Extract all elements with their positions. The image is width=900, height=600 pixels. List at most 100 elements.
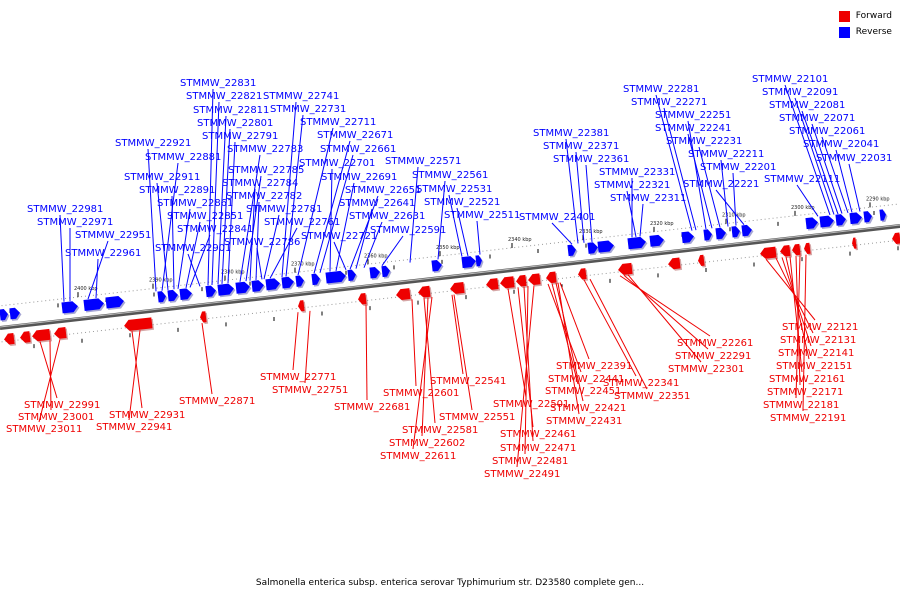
- gene-label: STMMW_22981: [27, 204, 103, 215]
- gene-label: STMMW_22161: [769, 374, 845, 385]
- label-leader-line: [451, 294, 464, 375]
- gene-label: STMMW_22821: [186, 91, 262, 102]
- reverse-gene-arrow: [587, 242, 598, 254]
- label-leader-line: [161, 162, 179, 291]
- label-leader-line: [551, 283, 579, 385]
- label-leader-line: [349, 195, 379, 270]
- scale-tick-label: 2360 kbp: [364, 253, 388, 259]
- scale-tick-label: 2350 kbp: [436, 245, 460, 251]
- map-caption: Salmonella enterica subsp. enterica sero…: [255, 578, 645, 588]
- label-leader-line: [655, 94, 693, 231]
- reverse-gene-arrow: [627, 236, 646, 250]
- gene-label: STMMW_22701: [299, 158, 375, 169]
- forward-gene-arrow: [32, 328, 51, 342]
- gene-label: STMMW_22841: [177, 224, 253, 235]
- gene-label: STMMW_22961: [65, 248, 141, 259]
- label-leader-line: [835, 149, 853, 213]
- gene-label: STMMW_22911: [124, 172, 200, 183]
- gene-label: STMMW_22251: [655, 110, 731, 121]
- label-leader-line: [626, 190, 637, 238]
- gene-label: STMMW_22801: [197, 118, 273, 129]
- legend-item-forward: Forward: [838, 8, 892, 24]
- backbone-layer: [0, 203, 900, 343]
- label-leader-line: [476, 220, 481, 255]
- label-leader-line: [412, 296, 433, 450]
- forward-gene-arrow: [516, 274, 527, 287]
- reverse-gene-arrow: [741, 224, 752, 237]
- forward-gene-arrow: [418, 285, 431, 298]
- reverse-gene-arrow: [9, 307, 20, 320]
- label-leader-line: [423, 297, 436, 424]
- label-leader-line: [796, 184, 819, 217]
- gene-label: STMMW_22871: [179, 396, 255, 407]
- label-leader-line: [507, 288, 527, 398]
- label-leader-line: [239, 154, 261, 282]
- forward-gene-arrow: [20, 331, 31, 343]
- gene-label: STMMW_22721: [301, 231, 377, 242]
- gene-label: STMMW_22791: [202, 131, 278, 142]
- forward-gene-arrow: [618, 262, 633, 275]
- label-leader-line: [801, 110, 839, 215]
- label-leader-line: [304, 310, 311, 384]
- gene-label: STMMW_22751: [272, 385, 348, 396]
- reverse-gene-arrow: [61, 301, 78, 314]
- gene-label: STMMW_22601: [383, 388, 459, 399]
- label-leader-line: [409, 166, 419, 263]
- label-leader-line: [177, 208, 191, 289]
- reverse-gene-arrow: [105, 296, 124, 309]
- gene-label: STMMW_23011: [6, 424, 82, 435]
- gene-label: STMMW_22571: [385, 156, 461, 167]
- label-leader-line: [292, 312, 299, 371]
- label-leader-line: [363, 221, 383, 268]
- label-leader-line: [663, 107, 697, 231]
- label-leader-line: [784, 84, 831, 216]
- label-leader-line: [619, 275, 711, 337]
- label-leader-line: [821, 136, 849, 214]
- label-leader-line: [848, 163, 861, 212]
- gene-labels-layer: STMMW_22101 STMMW_22091 STMMW_22081 STMMW_2…: [6, 74, 892, 480]
- gene-label: STMMW_22711: [300, 117, 376, 128]
- gene-label: STMMW_22061: [789, 126, 865, 137]
- label-leader-line: [523, 286, 534, 442]
- label-leader-line: [329, 168, 333, 272]
- reverse-gene-arrow: [863, 211, 872, 223]
- gene-label: STMMW_22531: [416, 184, 492, 195]
- label-leader-line: [201, 323, 213, 395]
- label-leader-line: [147, 148, 157, 292]
- gene-label: STMMW_22561: [412, 170, 488, 181]
- gene-label: STMMW_22041: [803, 139, 879, 150]
- forward-gene-arrow: [578, 268, 587, 280]
- legend-item-reverse: Reverse: [838, 24, 892, 40]
- gene-label: STMMW_22641: [339, 198, 415, 209]
- gene-label: STMMW_22301: [668, 364, 744, 375]
- reverse-gene-arrow: [715, 227, 726, 240]
- reverse-gene-arrow: [597, 240, 614, 253]
- forward-gene-arrow: [54, 327, 67, 339]
- label-leader-line: [38, 339, 61, 423]
- scale-tick-label: 2340 kbp: [508, 237, 532, 243]
- reverse-gene-arrow: [167, 289, 178, 302]
- gene-label: STMMW_22191: [770, 413, 846, 424]
- label-leader-line: [221, 128, 231, 284]
- forward-gene-arrow: [486, 278, 499, 290]
- scale-tick-label: 2320 kbp: [650, 221, 674, 227]
- reverse-gene-arrow: [265, 278, 280, 291]
- scale-tick-label: 2290 kbp: [866, 196, 890, 202]
- reverse-gene-arrow: [235, 281, 250, 294]
- label-leader-line: [171, 195, 175, 290]
- label-leader-line: [687, 133, 713, 229]
- gene-label: STMMW_22941: [96, 422, 172, 433]
- gene-label: STMMW_22111: [764, 174, 840, 185]
- label-leader-line: [281, 101, 297, 278]
- label-leader-line: [381, 235, 404, 266]
- gene-label: STMMW_22261: [677, 338, 753, 349]
- forward-gene-arrow: [450, 281, 465, 294]
- label-leader-line: [575, 151, 585, 243]
- gene-label: STMMW_22481: [492, 456, 568, 467]
- label-leader-line: [794, 97, 835, 215]
- gene-label: STMMW_22311: [610, 193, 686, 204]
- forward-gene-arrow: [396, 288, 411, 301]
- reverse-gene-arrow: [461, 256, 476, 269]
